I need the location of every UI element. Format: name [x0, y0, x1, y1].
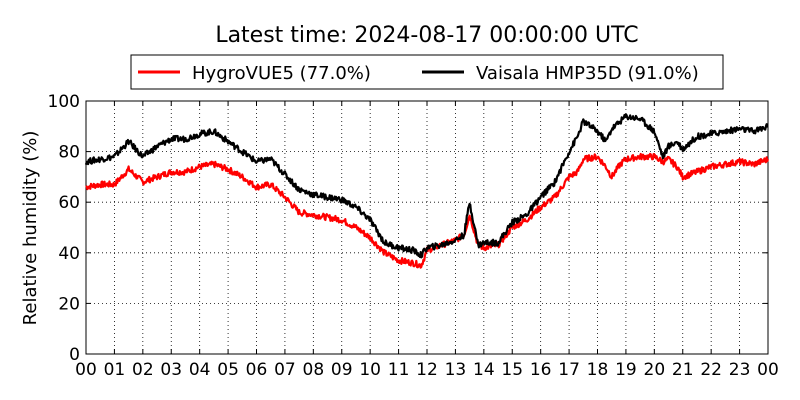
x-tick-label: 13: [445, 360, 467, 380]
y-tick-label: 100: [48, 92, 80, 112]
x-tick-label: 14: [473, 360, 495, 380]
x-tick-label: 05: [217, 360, 239, 380]
y-tick-label: 0: [69, 345, 80, 365]
x-tick-label: 15: [501, 360, 523, 380]
x-tick-label: 03: [160, 360, 182, 380]
x-tick-label: 07: [274, 360, 296, 380]
grid-lines: [86, 101, 768, 354]
x-tick-label: 22: [700, 360, 722, 380]
x-tick-label: 23: [729, 360, 751, 380]
y-axis-label: Relative humidity (%): [20, 131, 41, 326]
x-tick-label: 01: [104, 360, 126, 380]
x-tick-label: 20: [644, 360, 666, 380]
y-tick-label: 80: [58, 143, 80, 163]
x-tick-label: 08: [303, 360, 325, 380]
x-tick-label: 09: [331, 360, 353, 380]
x-tick-label: 12: [416, 360, 438, 380]
series-layer: [84, 113, 770, 269]
plot-frame: [85, 100, 769, 355]
x-tick-label: 10: [359, 360, 381, 380]
series-line-vaisala: [84, 113, 769, 259]
x-axis: 00 01 02 03 04 05 06 07 08 09 10 11 12 13 14 15 16 17 18 19…: [75, 101, 779, 380]
legend-label-hygrovue5: HygroVUE5 (77.0%): [192, 63, 371, 84]
x-tick-label: 00: [757, 360, 779, 380]
y-tick-label: 20: [58, 294, 80, 314]
chart-title: Latest time: 2024-08-17 00:00:00 UTC: [215, 23, 638, 48]
x-tick-label: 17: [558, 360, 580, 380]
x-tick-label: 16: [530, 360, 552, 380]
y-tick-label: 40: [58, 244, 80, 264]
plot-area: 00 01 02 03 04 05 06 07 08 09 10 11 12 13 14 15 16 17 18 19…: [48, 92, 779, 380]
y-axis: 0 20 40 60 80 100: [48, 92, 768, 365]
legend: HygroVUE5 (77.0%) Vaisala HMP35D (91.0%): [130, 54, 724, 90]
x-tick-label: 11: [388, 360, 410, 380]
x-tick-label: 21: [672, 360, 694, 380]
x-tick-label: 00: [75, 360, 97, 380]
legend-label-vaisala: Vaisala HMP35D (91.0%): [476, 63, 699, 84]
y-tick-label: 60: [58, 193, 80, 213]
x-tick-label: 18: [587, 360, 609, 380]
x-tick-label: 02: [132, 360, 154, 380]
x-tick-label: 06: [246, 360, 268, 380]
x-tick-label: 04: [189, 360, 211, 380]
x-tick-label: 19: [615, 360, 637, 380]
